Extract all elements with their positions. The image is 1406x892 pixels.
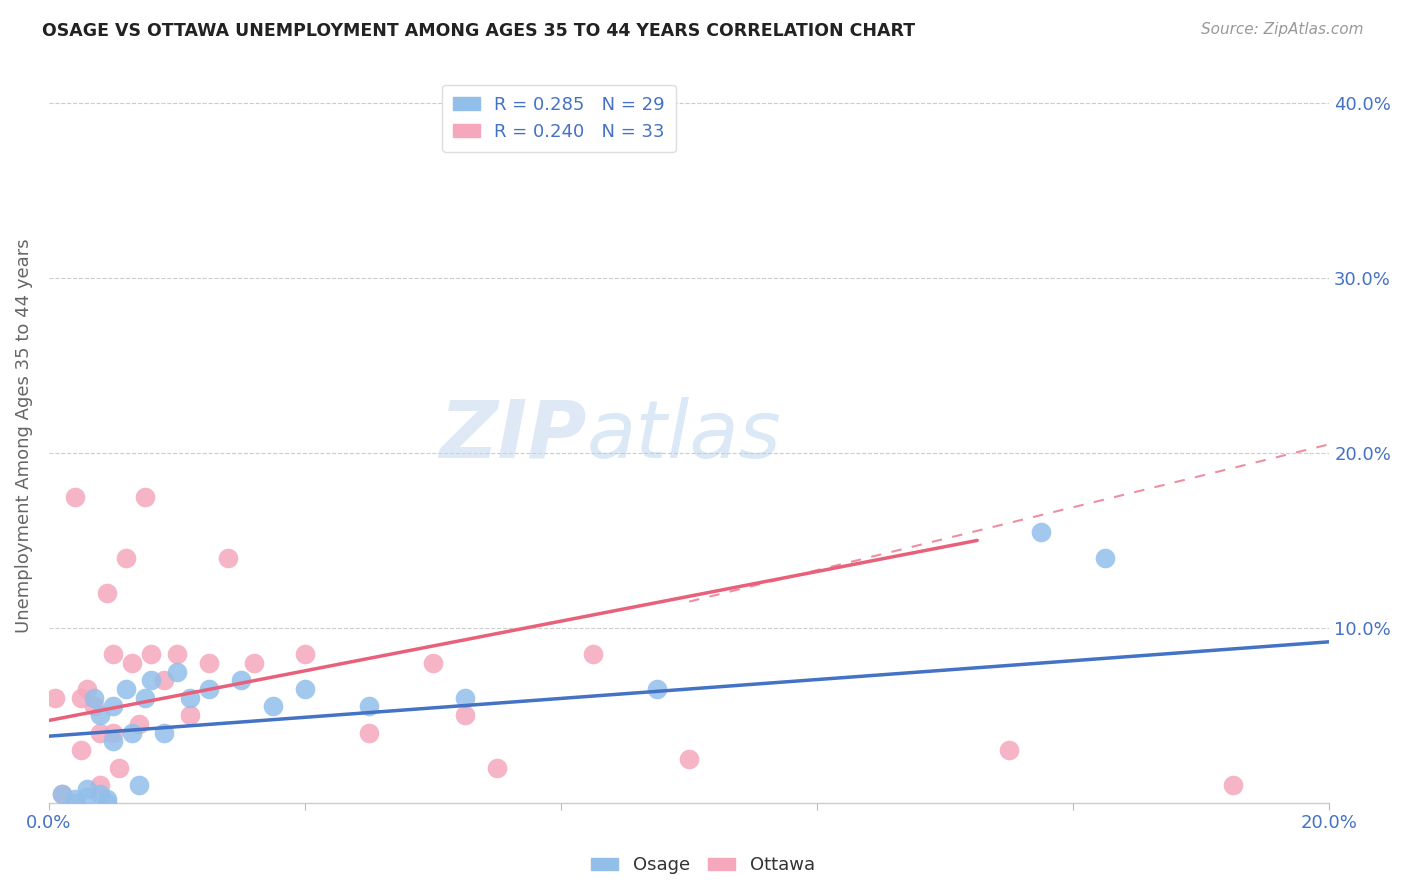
Point xyxy=(63,490,86,504)
Legend: Osage, Ottawa: Osage, Ottawa xyxy=(583,849,823,881)
Legend: R = 0.285   N = 29, R = 0.240   N = 33: R = 0.285 N = 29, R = 0.240 N = 33 xyxy=(441,85,676,152)
Point xyxy=(198,656,221,670)
Point xyxy=(179,690,201,705)
Point xyxy=(101,734,124,748)
Point xyxy=(76,681,98,696)
Point xyxy=(108,761,131,775)
Point xyxy=(1222,778,1244,792)
Y-axis label: Unemployment Among Ages 35 to 44 years: Unemployment Among Ages 35 to 44 years xyxy=(15,238,32,632)
Point xyxy=(998,743,1021,757)
Point xyxy=(217,550,239,565)
Point xyxy=(89,787,111,801)
Point xyxy=(134,690,156,705)
Point xyxy=(51,787,73,801)
Point xyxy=(166,647,188,661)
Point xyxy=(121,725,143,739)
Point xyxy=(454,690,477,705)
Point xyxy=(63,792,86,806)
Point xyxy=(121,656,143,670)
Point xyxy=(645,681,668,696)
Point xyxy=(89,725,111,739)
Point xyxy=(128,778,150,792)
Point xyxy=(153,673,176,688)
Point xyxy=(101,699,124,714)
Point xyxy=(294,681,316,696)
Point xyxy=(294,647,316,661)
Point xyxy=(243,656,266,670)
Point xyxy=(229,673,252,688)
Point xyxy=(128,717,150,731)
Point xyxy=(76,781,98,796)
Point xyxy=(422,656,444,670)
Point xyxy=(70,690,93,705)
Point xyxy=(83,690,105,705)
Point xyxy=(89,778,111,792)
Point xyxy=(44,690,66,705)
Point xyxy=(114,550,136,565)
Point xyxy=(101,647,124,661)
Point xyxy=(141,673,163,688)
Point xyxy=(51,787,73,801)
Point xyxy=(114,681,136,696)
Point xyxy=(198,681,221,696)
Point xyxy=(96,586,118,600)
Point xyxy=(357,699,380,714)
Point xyxy=(134,490,156,504)
Point xyxy=(76,790,98,805)
Point xyxy=(179,708,201,723)
Text: ZIP: ZIP xyxy=(439,397,586,475)
Point xyxy=(166,665,188,679)
Point xyxy=(357,725,380,739)
Point xyxy=(678,752,700,766)
Point xyxy=(153,725,176,739)
Point xyxy=(1031,524,1053,539)
Point xyxy=(1094,550,1116,565)
Point xyxy=(262,699,284,714)
Point xyxy=(141,647,163,661)
Text: OSAGE VS OTTAWA UNEMPLOYMENT AMONG AGES 35 TO 44 YEARS CORRELATION CHART: OSAGE VS OTTAWA UNEMPLOYMENT AMONG AGES … xyxy=(42,22,915,40)
Point xyxy=(89,708,111,723)
Point xyxy=(70,743,93,757)
Point xyxy=(96,796,118,810)
Point xyxy=(582,647,605,661)
Text: Source: ZipAtlas.com: Source: ZipAtlas.com xyxy=(1201,22,1364,37)
Point xyxy=(101,725,124,739)
Text: atlas: atlas xyxy=(586,397,782,475)
Point xyxy=(83,699,105,714)
Point xyxy=(486,761,509,775)
Point xyxy=(63,796,86,810)
Point xyxy=(96,792,118,806)
Point xyxy=(454,708,477,723)
